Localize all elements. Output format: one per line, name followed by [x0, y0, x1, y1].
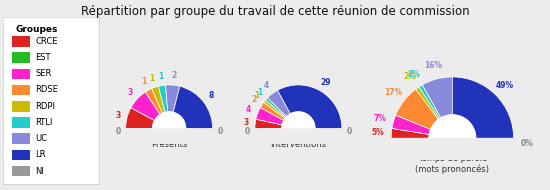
Text: 49%: 49%	[496, 81, 514, 90]
Text: RDSE: RDSE	[35, 86, 58, 94]
FancyBboxPatch shape	[12, 36, 30, 47]
Text: 3: 3	[115, 111, 120, 120]
Wedge shape	[152, 86, 165, 113]
FancyBboxPatch shape	[12, 85, 30, 95]
Text: 1: 1	[158, 72, 163, 81]
Text: 1: 1	[257, 88, 262, 97]
Text: 0: 0	[115, 127, 120, 136]
FancyBboxPatch shape	[12, 166, 30, 177]
Wedge shape	[392, 115, 431, 135]
Text: LR: LR	[35, 150, 46, 159]
Text: 29: 29	[320, 78, 331, 87]
FancyBboxPatch shape	[12, 69, 30, 79]
Text: 7%: 7%	[374, 114, 387, 123]
Wedge shape	[416, 87, 439, 120]
Wedge shape	[260, 102, 285, 120]
Text: 8: 8	[208, 91, 213, 100]
Wedge shape	[263, 100, 286, 119]
Wedge shape	[358, 138, 547, 190]
Wedge shape	[391, 128, 430, 138]
Wedge shape	[395, 89, 438, 129]
Circle shape	[152, 112, 186, 145]
Wedge shape	[102, 128, 236, 190]
Wedge shape	[266, 98, 287, 118]
Text: 0: 0	[244, 127, 250, 136]
Wedge shape	[255, 119, 282, 128]
Text: 2: 2	[171, 71, 176, 80]
Text: Présents: Présents	[151, 140, 187, 149]
Text: Groupes: Groupes	[15, 25, 58, 34]
Text: 1: 1	[141, 77, 146, 86]
Text: Interventions: Interventions	[271, 140, 326, 149]
Text: 3: 3	[243, 118, 248, 127]
Text: RTLI: RTLI	[35, 118, 53, 127]
Wedge shape	[145, 89, 162, 115]
Text: 3: 3	[128, 88, 133, 97]
Wedge shape	[422, 77, 453, 118]
Text: 0: 0	[218, 127, 223, 136]
Text: 0%: 0%	[521, 139, 534, 148]
Circle shape	[429, 115, 476, 162]
Text: 2: 2	[251, 95, 256, 104]
Text: 4: 4	[264, 82, 269, 90]
Text: 0: 0	[347, 127, 353, 136]
Wedge shape	[231, 128, 366, 190]
Wedge shape	[268, 90, 290, 117]
Wedge shape	[131, 92, 160, 120]
Text: 2%: 2%	[403, 72, 416, 82]
FancyBboxPatch shape	[12, 117, 30, 128]
Text: 2%: 2%	[407, 70, 420, 79]
FancyBboxPatch shape	[12, 150, 30, 160]
FancyBboxPatch shape	[12, 101, 30, 112]
Wedge shape	[173, 86, 213, 128]
Text: Répartition par groupe du travail de cette réunion de commission: Répartition par groupe du travail de cet…	[81, 5, 469, 18]
Text: SER: SER	[35, 69, 52, 78]
Text: 17%: 17%	[384, 88, 403, 97]
Wedge shape	[125, 108, 155, 128]
Text: 16%: 16%	[425, 61, 443, 70]
FancyBboxPatch shape	[12, 133, 30, 144]
Wedge shape	[166, 85, 180, 112]
Wedge shape	[158, 85, 168, 112]
Text: 4: 4	[246, 105, 251, 114]
Text: UC: UC	[35, 134, 47, 143]
Text: EST: EST	[35, 53, 51, 62]
Wedge shape	[256, 108, 284, 125]
Wedge shape	[278, 85, 342, 128]
Text: CRCE: CRCE	[35, 37, 58, 46]
Text: 1: 1	[149, 74, 155, 83]
Text: 5%: 5%	[372, 128, 384, 137]
Wedge shape	[419, 85, 441, 119]
Circle shape	[282, 112, 315, 145]
Text: RDPI: RDPI	[35, 102, 56, 111]
Text: NI: NI	[35, 167, 45, 176]
FancyBboxPatch shape	[12, 52, 30, 63]
Text: 1: 1	[255, 91, 260, 100]
Wedge shape	[452, 77, 514, 138]
Text: Temps de parole
(mots prononcés): Temps de parole (mots prononcés)	[415, 154, 490, 174]
